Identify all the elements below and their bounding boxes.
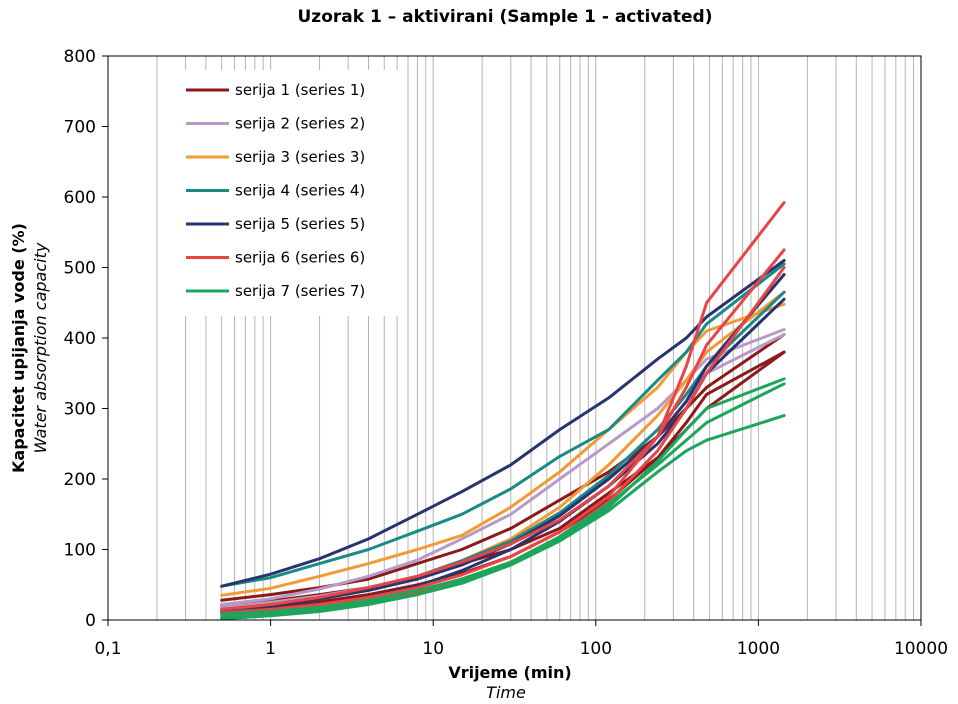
legend-label-series-3: serija 3 (series 3) xyxy=(235,148,365,166)
legend-label-series-7: serija 7 (series 7) xyxy=(235,282,365,300)
y-tick-label: 800 xyxy=(64,47,96,67)
y-axis-title: Kapacitet upijanja vode (%) xyxy=(9,223,28,473)
series-4-line-1 xyxy=(220,262,786,588)
series-7-line-3 xyxy=(220,377,786,621)
y-tick-label: 0 xyxy=(85,611,96,631)
legend: serija 1 (series 1) serija 2 (series 2) se… xyxy=(183,70,403,316)
series-1-line-3 xyxy=(220,350,786,613)
x-tick-label: 1000 xyxy=(737,639,780,659)
series-6-line-2 xyxy=(220,248,786,611)
y-tick-label: 100 xyxy=(64,541,96,561)
y-tick-label: 300 xyxy=(64,400,96,420)
y-tick-label: 200 xyxy=(64,470,96,490)
series-6-line-1 xyxy=(220,201,786,615)
legend-label-series-1: serija 1 (series 1) xyxy=(235,81,365,99)
x-tick-label: 10000 xyxy=(894,639,948,659)
x-tick-label: 1 xyxy=(265,639,276,659)
y-tick-label: 500 xyxy=(64,259,96,279)
x-tick-label: 100 xyxy=(580,639,612,659)
x-tick-label: 0,1 xyxy=(94,639,121,659)
series-7-line-1 xyxy=(220,414,786,619)
x-axis-title: Vrijeme (min) xyxy=(448,663,571,682)
legend-label-series-2: serija 2 (series 2) xyxy=(235,115,365,133)
legend-label-series-6: serija 6 (series 6) xyxy=(235,249,365,267)
legend-background xyxy=(183,70,403,316)
y-tick-label: 400 xyxy=(64,329,96,349)
legend-label-series-5: serija 5 (series 5) xyxy=(235,215,365,233)
series-5-line-1 xyxy=(220,259,786,588)
y-tick-label: 700 xyxy=(64,118,96,138)
x-axis-subtitle: Time xyxy=(486,683,526,702)
x-tick-label: 10 xyxy=(422,639,444,659)
legend-label-series-4: serija 4 (series 4) xyxy=(235,182,365,200)
y-axis-ticks: 0 100 200 300 400 500 600 700 800 xyxy=(64,47,108,631)
chart-title: Uzorak 1 – aktivirani (Sample 1 - activa… xyxy=(298,7,713,27)
y-tick-label: 600 xyxy=(64,188,96,208)
y-axis-subtitle: Water absorption capacity xyxy=(31,242,50,453)
x-axis-ticks: 0,1 1 10 100 1000 10000 xyxy=(94,620,948,659)
series-lines xyxy=(220,201,786,621)
